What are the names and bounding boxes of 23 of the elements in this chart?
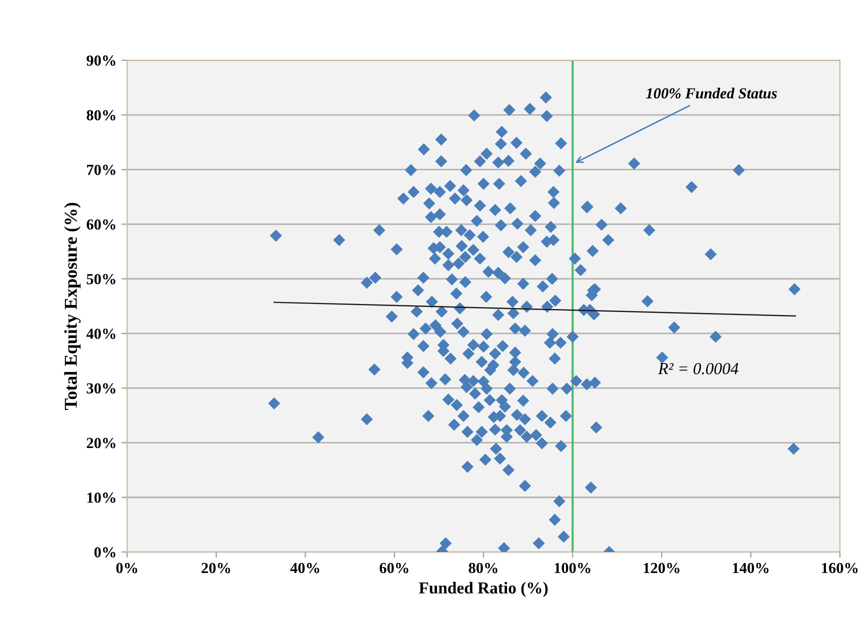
annotation: R² = 0.0004 (658, 363, 738, 374)
x-tick-label: 100% (554, 562, 590, 574)
y-tick-label: 40% (86, 328, 116, 339)
x-tick-label: 0% (116, 562, 138, 574)
y-tick-label: 50% (86, 274, 116, 284)
x-tick-label: 60% (380, 562, 408, 574)
x-tick-label: 80% (468, 562, 498, 574)
x-tick-label: 160% (822, 562, 858, 574)
x-tick-label: 20% (202, 562, 230, 574)
x-tick-label: 120% (644, 562, 680, 574)
annotation: 100% Funded Status (646, 88, 777, 99)
y-tick-label: 70% (87, 164, 116, 176)
y-tick-label: 60% (86, 219, 116, 230)
y-tick-label: 80% (86, 110, 116, 120)
y-tick-label: 90% (86, 55, 116, 66)
x-tick-label: 40% (290, 562, 320, 574)
y-tick-label: 10% (87, 492, 116, 503)
y-tick-label: 20% (86, 438, 116, 448)
y-tick-label: 30% (86, 383, 116, 394)
y-tick-label: 0% (94, 547, 116, 558)
x-axis-title: Funded Ratio (%) (419, 582, 548, 597)
x-tick-label: 140% (732, 562, 768, 574)
y-axis-title: Total Equity Exposure (%) (64, 202, 81, 410)
